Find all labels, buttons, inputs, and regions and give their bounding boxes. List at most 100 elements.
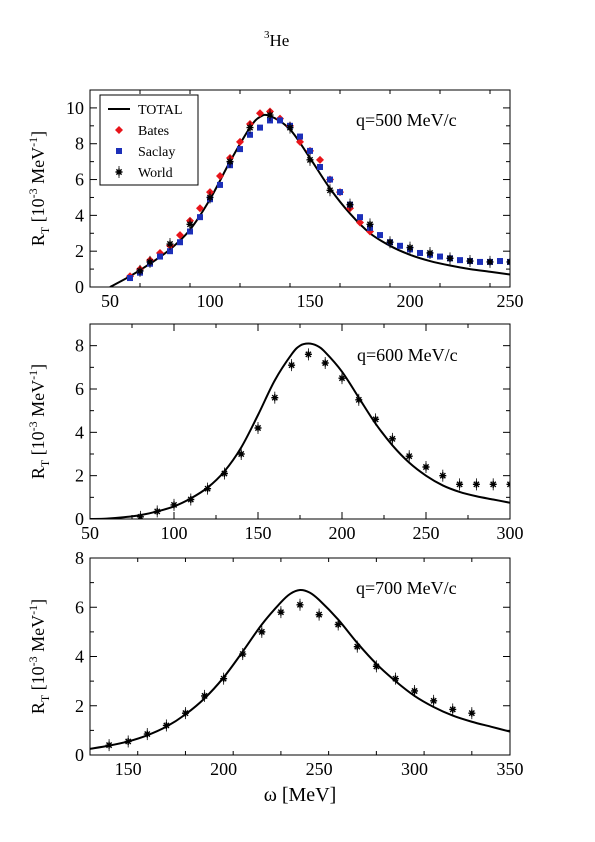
figure-title: 3He [264,29,289,50]
chart-panel-q700: 150 200 250 300 350 0 2 4 6 8 RT [10-3 MeV-1] ω [Me… [26,548,524,806]
data-point-world [430,694,438,707]
data-point-saclay [187,228,193,235]
legend: TOTAL Bates Saclay World [99,94,199,186]
data-point-world [124,735,132,748]
plot-data [90,588,510,752]
data-point-world [288,359,296,372]
data-point-world [166,238,174,251]
legend-label-bates: Bates [138,124,169,139]
data-point-saclay [217,181,223,188]
data-point-world [146,255,154,268]
x-tick-label: 150 [245,523,272,543]
data-point-world [239,648,247,661]
data-point-bates [356,218,364,227]
x-tick-label: 300 [497,523,524,543]
legend-swatch-world [115,166,123,178]
y-tick-label: 0 [75,277,84,297]
x-tick-label: 150 [115,759,142,779]
y-tick-label: 2 [75,241,84,261]
y-tick-label: 4 [75,647,84,667]
data-point-world [506,478,510,491]
data-point-bates [256,109,264,118]
data-point-world [204,482,212,495]
data-point-world [277,606,285,619]
data-point-world [201,689,209,702]
data-point-saclay [397,242,403,249]
data-point-world [246,121,254,134]
data-point-world [105,739,113,752]
legend-swatch-saclay [116,148,122,154]
data-point-world [136,264,144,277]
data-point-saclay [297,133,303,140]
chart-panel-q600: 50 100 150 200 250 300 0 2 4 6 8 RT [10-3 MeV-1] q=6… [26,323,524,543]
y-tick-label: 4 [75,205,84,225]
y-tick-label: 6 [75,597,84,617]
y-tick-label: 2 [75,696,84,716]
data-point-world [472,478,480,491]
data-point-world [355,393,363,406]
data-point-world [388,432,396,445]
data-point-world [406,241,414,254]
x-tick-label: 200 [210,759,237,779]
data-point-world [449,703,457,716]
x-tick-label: 250 [306,759,333,779]
x-tick-label: 100 [161,523,188,543]
q-annotation: q=500 MeV/c [356,110,457,130]
data-point-world [446,252,454,265]
data-point-world [306,153,314,166]
x-tick-label: 50 [81,523,99,543]
data-point-world [422,461,430,473]
y-tick-label: 6 [75,379,84,399]
plot-frame [89,89,511,288]
data-point-saclay [497,258,503,265]
x-tick-label: 350 [497,759,524,779]
series-line-total [90,588,510,750]
data-point-world [187,493,195,506]
data-point-world [286,121,294,134]
q-annotation: q=700 MeV/c [356,578,457,598]
data-point-world [153,505,161,518]
y-axis-label: RT [10-3 MeV-1] [26,131,52,246]
data-point-world [136,510,144,519]
x-tick-label: 250 [497,291,524,311]
plot-data [90,342,510,519]
series-line-total [90,342,510,519]
q-annotation: q=600 MeV/c [357,345,458,365]
data-point-world [258,625,266,638]
data-point-bates [196,204,204,213]
data-point-world [334,618,342,631]
data-point-saclay [377,232,383,239]
data-point-world [220,672,228,685]
data-point-world [411,684,419,697]
data-point-world [220,467,228,480]
data-point-world [346,198,354,211]
data-point-saclay [417,249,423,256]
data-point-world [439,469,447,482]
data-point-saclay [277,117,283,124]
data-point-saclay [437,253,443,260]
data-point-saclay [127,275,133,282]
data-point-world [468,707,476,720]
data-point-bates [216,171,224,180]
data-point-world [326,184,334,197]
data-point-saclay [177,239,183,246]
data-point-world [366,218,374,231]
y-tick-label: 2 [75,466,84,486]
data-point-saclay [167,248,173,255]
legend-label-saclay: Saclay [138,145,175,160]
data-point-world [489,478,497,491]
data-point-saclay [247,131,253,138]
legend-swatch-bates [115,126,123,134]
y-tick-label: 0 [75,509,84,529]
data-point-world [186,218,194,231]
x-tick-label: 100 [197,291,224,311]
data-point-world [296,598,304,611]
y-tick-label: 6 [75,170,84,190]
data-point-saclay [477,258,483,265]
data-point-saclay [337,189,343,196]
data-point-saclay [357,214,363,221]
data-point-world [506,255,510,268]
data-point-world [486,255,494,268]
y-axis-label: RT [10-3 MeV-1] [26,599,52,714]
